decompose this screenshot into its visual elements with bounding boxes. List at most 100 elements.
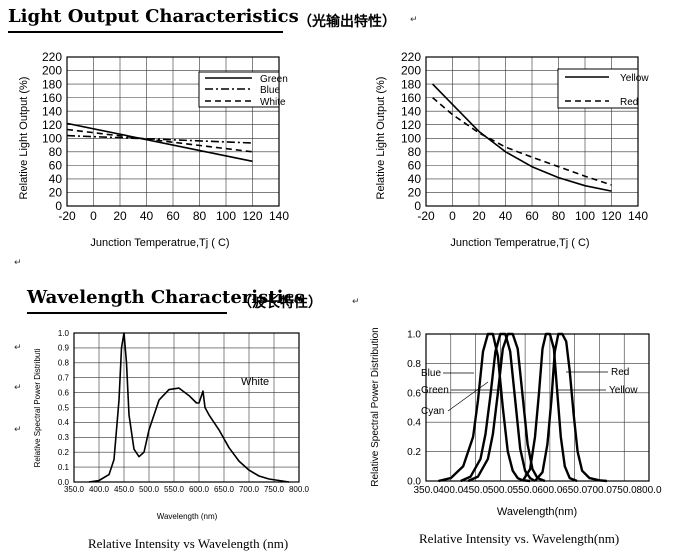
x-tick-label: 700.0	[239, 485, 260, 494]
x-tick-label: 550.0	[513, 485, 538, 496]
x-tick-label: 700.0	[587, 485, 612, 496]
y-tick-label: 0.7	[58, 374, 70, 383]
callout-line-cyan	[447, 381, 489, 412]
x-tick-label: 500.0	[488, 485, 513, 496]
x-tick-label: 750.0	[612, 485, 637, 496]
wavelength-title: Wavelength Characteristics	[27, 287, 305, 308]
plot-frame	[425, 56, 639, 207]
y-tick-label: 0.2	[58, 448, 70, 457]
x-tick-label: 750.0	[264, 485, 285, 494]
x-tick-label: 100	[575, 209, 595, 223]
x-tick-label: 800.0	[289, 485, 310, 494]
series-line-blue	[66, 134, 253, 144]
legend-label-blue: Blue	[260, 85, 280, 96]
y-tick-label: 180	[42, 77, 62, 91]
series-line-white	[88, 332, 290, 483]
y-axis-label: Relative Spectral Power Distribution	[370, 327, 381, 487]
x-tick-label: 60	[166, 209, 180, 223]
x-tick-label: 550.0	[164, 485, 185, 494]
series-line-cyan	[460, 332, 536, 483]
x-tick-label: 450.0	[463, 485, 488, 496]
series-line-white	[66, 128, 253, 153]
y-tick-label: 100	[401, 131, 421, 145]
x-tick-label: 60	[525, 209, 539, 223]
callout-label-red: Red	[611, 367, 629, 378]
return-mark: ↵	[14, 383, 22, 393]
annotation-white: White	[241, 376, 269, 388]
y-tick-label: 0.6	[58, 388, 70, 397]
chart-1	[66, 56, 280, 207]
x-tick-label: 140	[269, 209, 289, 223]
y-tick-label: 0.3	[58, 433, 70, 442]
y-tick-label: 100	[42, 131, 62, 145]
light-output-title: Light Output Characteristics	[8, 6, 299, 27]
y-tick-label: 140	[42, 104, 62, 118]
y-tick-label: 0	[414, 199, 421, 213]
y-tick-label: 0.8	[58, 359, 70, 368]
return-mark: ↵	[14, 258, 22, 268]
y-axis-label: Relative Light Output (%)	[18, 77, 30, 200]
plot-frame	[73, 332, 300, 483]
y-tick-label: 0.0	[407, 477, 421, 488]
x-tick-label: 350.0	[413, 485, 438, 496]
callout-label-green: Green	[421, 385, 449, 396]
legend-label-yellow: Yellow	[620, 73, 649, 84]
y-tick-label: 0.1	[58, 463, 70, 472]
y-tick-label: 0	[55, 199, 62, 213]
y-tick-label: 20	[408, 186, 422, 200]
legend-label-white: White	[260, 97, 286, 108]
x-tick-label: -20	[58, 209, 76, 223]
y-tick-label: 120	[401, 118, 421, 132]
legend-label-red: Red	[620, 97, 638, 108]
y-tick-label: 160	[401, 91, 421, 105]
y-tick-label: 40	[408, 172, 422, 186]
x-tick-label: 400.0	[89, 485, 110, 494]
x-tick-label: 120	[242, 209, 262, 223]
x-tick-label: 650.0	[562, 485, 587, 496]
plot-frame	[66, 56, 280, 207]
x-tick-label: -20	[417, 209, 435, 223]
x-tick-label: 40	[140, 209, 154, 223]
x-tick-label: 80	[193, 209, 207, 223]
x-tick-label: 400.0	[438, 485, 463, 496]
x-tick-label: 800.0	[636, 485, 661, 496]
y-tick-label: 0.5	[58, 403, 70, 412]
x-tick-label: 600.0	[189, 485, 210, 494]
x-tick-label: 120	[601, 209, 621, 223]
y-tick-label: 1.0	[58, 329, 70, 338]
y-tick-label: 0.2	[407, 447, 421, 458]
wavelength-title-underline	[27, 312, 227, 314]
x-tick-label: 600.0	[537, 485, 562, 496]
chart-4	[425, 332, 650, 483]
chart-2	[425, 56, 639, 207]
series-line-yellow	[521, 332, 578, 483]
series-line-red	[432, 96, 612, 186]
x-tick-label: 20	[472, 209, 486, 223]
light-output-title-cn: （光输出特性）	[298, 14, 396, 30]
x-tick-label: 40	[499, 209, 513, 223]
y-tick-label: 60	[49, 159, 63, 173]
y-tick-label: 220	[42, 50, 62, 64]
series-line-yellow	[432, 83, 612, 192]
series-line-blue	[438, 332, 531, 483]
x-tick-label: 100	[216, 209, 236, 223]
x-tick-label: 80	[552, 209, 566, 223]
y-axis-label: Relative Spectral Power Distributi	[33, 348, 42, 467]
x-axis-label: Junction Temperatrue,Tj ( C)	[450, 237, 589, 249]
y-tick-label: 0.6	[407, 388, 421, 399]
return-mark: ↵	[352, 297, 360, 307]
series-line-green	[66, 122, 253, 163]
x-tick-label: 140	[628, 209, 648, 223]
chart3-caption: Relative Intensity vs Wavelength (nm)	[88, 536, 289, 551]
y-tick-label: 0.4	[407, 418, 421, 429]
return-mark: ↵	[14, 343, 22, 353]
y-tick-label: 220	[401, 50, 421, 64]
x-tick-label: 0	[449, 209, 456, 223]
y-tick-label: 40	[49, 172, 63, 186]
wavelength-title-cn: （波长特性）	[238, 295, 322, 311]
callout-label-cyan: Cyan	[421, 406, 444, 417]
x-tick-label: 20	[113, 209, 127, 223]
y-tick-label: 0.0	[58, 478, 70, 487]
y-tick-label: 1.0	[407, 330, 421, 341]
